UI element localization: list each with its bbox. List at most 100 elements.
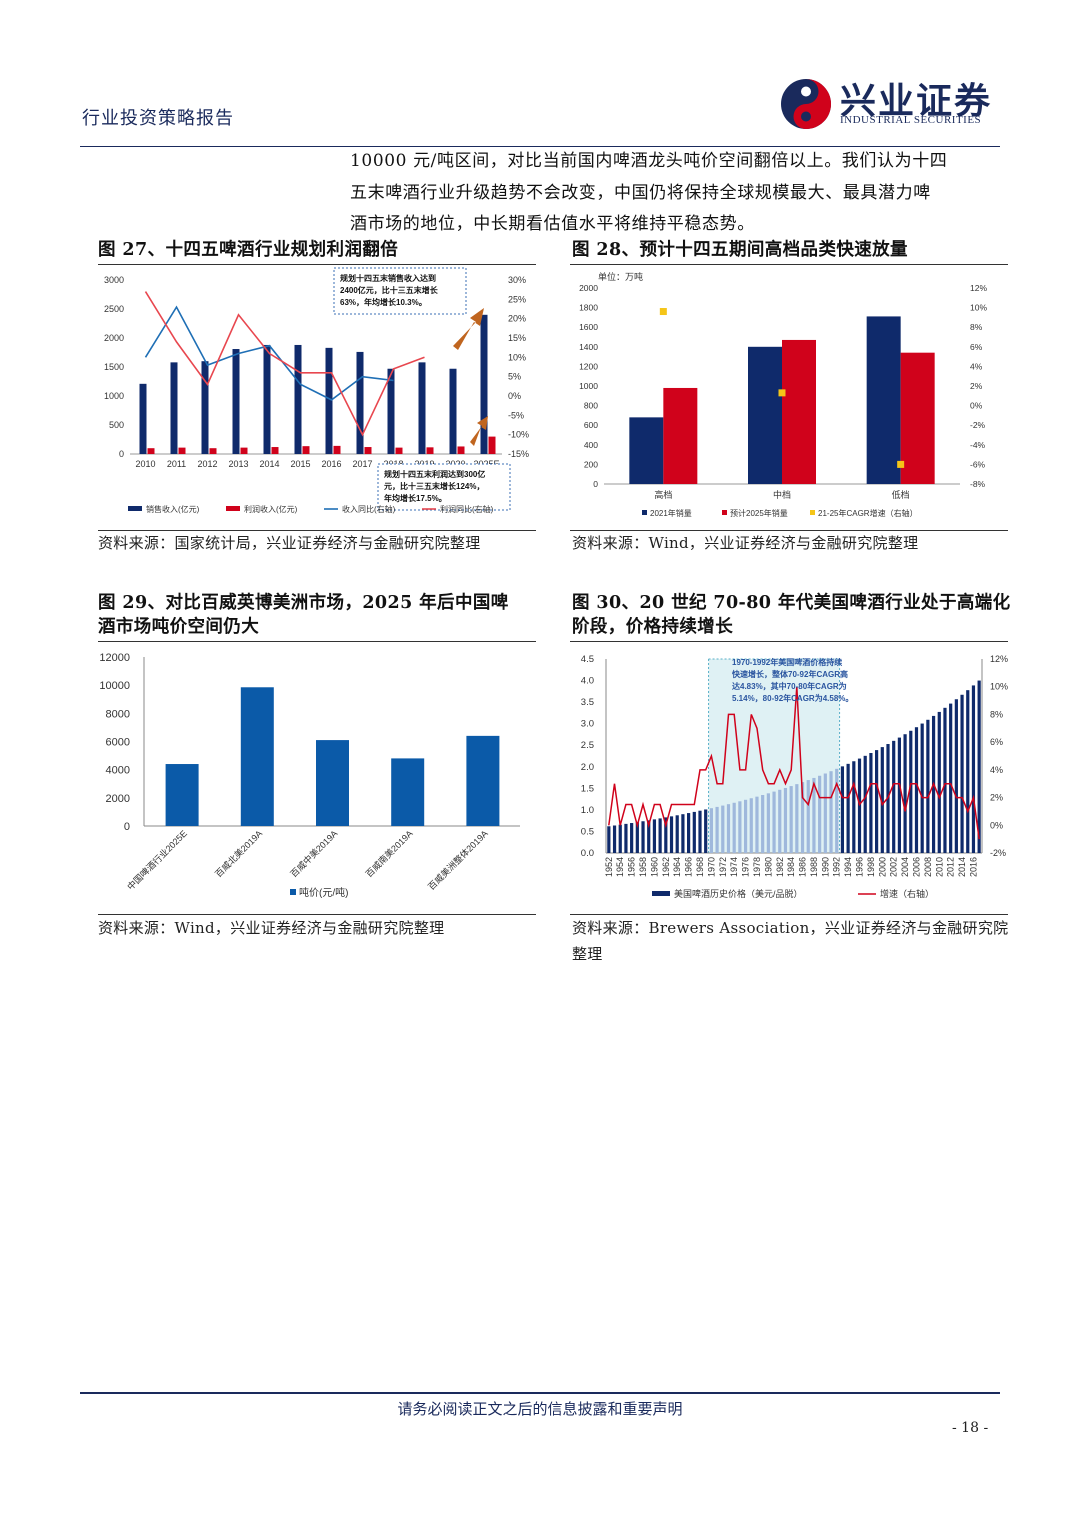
y-tick-label: 6000 — [106, 737, 130, 749]
x-tick-label: 2006 — [911, 857, 921, 877]
x-tick-label: 1982 — [775, 857, 785, 877]
logo-chinese-name: 兴业证券 — [840, 80, 993, 122]
sales-2025-bar — [663, 387, 698, 484]
price-bar — [738, 801, 742, 853]
x-tick-label: 2002 — [889, 857, 899, 877]
y-right-tick-label: 0% — [508, 391, 521, 401]
y-right-tick-label: -15% — [508, 449, 529, 459]
profit-bar — [302, 446, 310, 454]
y-left-tick-label: 0.5 — [581, 826, 594, 837]
fig28-chart: 单位：万吨 0 200 400 600 800 1000 1200 1400 1600 1800 20… — [579, 271, 987, 518]
x-tick-label: 1990 — [820, 857, 830, 877]
price-bar — [726, 804, 731, 853]
legend-swatch-price — [652, 891, 670, 896]
sales-bar — [418, 362, 426, 454]
legend-label: 吨价(元/吨) — [299, 886, 348, 899]
y-right-tick-label: 0% — [970, 401, 983, 411]
fig30-source-line1: 资料来源：Brewers Association，兴业证券经济与金融研究院 — [572, 919, 1009, 937]
price-bar — [835, 768, 839, 853]
price-bar — [783, 787, 788, 853]
annotation-text: 2400亿元，比十三五末增长 — [340, 285, 439, 295]
x-tick-label: 1960 — [649, 857, 659, 877]
price-bar — [766, 793, 770, 853]
price-bar — [829, 771, 833, 853]
profit-bar — [488, 436, 496, 454]
y-left-tick-label: 1000 — [104, 391, 124, 401]
y-right-tick-label: 20% — [508, 314, 526, 324]
price-bar — [240, 687, 274, 826]
x-tick-label: 1954 — [615, 857, 625, 877]
y-tick-label: 10000 — [99, 680, 130, 692]
y-right-tick-label: -4% — [970, 440, 986, 450]
price-bar — [761, 795, 765, 853]
price-bar — [880, 747, 884, 853]
price-bar — [624, 823, 628, 853]
price-bar — [692, 811, 696, 853]
fig28-source-rule — [570, 530, 1008, 531]
y-left-tick-label: 400 — [584, 440, 598, 450]
legend-label: 21-25年CAGR增速（右轴） — [818, 508, 918, 518]
y-right-tick-label: 12% — [990, 654, 1008, 664]
y-right-tick-label: 5% — [508, 372, 521, 382]
price-bar — [954, 699, 958, 853]
price-bar — [641, 821, 645, 853]
price-bar — [937, 711, 941, 853]
y-left-tick-label: 1600 — [579, 322, 598, 332]
fig30-title-line1: 图 30、20 世纪 70-80 年代美国啤酒行业处于高端化 — [572, 593, 1011, 613]
x-tick-label: 2014 — [957, 857, 967, 877]
sales-2021-bar — [866, 316, 901, 484]
profit-bar — [457, 446, 465, 454]
legend-label: 收入同比(右轴) — [342, 504, 396, 514]
price-bar — [687, 813, 691, 853]
y-left-tick-label: 0 — [593, 479, 598, 489]
price-bar — [789, 786, 793, 853]
y-left-tick-label: 2000 — [579, 283, 598, 293]
price-bar — [715, 806, 719, 853]
profit-bar — [333, 445, 341, 454]
cagr-point — [659, 308, 667, 316]
revenue-yoy-line — [144, 305, 394, 401]
annotation-box-bottom — [377, 463, 511, 511]
y-right-tick-label: 30% — [508, 275, 526, 285]
price-bar — [772, 791, 776, 853]
x-tick-label: 2017 — [352, 459, 372, 469]
fig29-source-rule — [98, 914, 536, 915]
y-right-tick-label: 2% — [970, 381, 983, 391]
profit-bar — [209, 448, 217, 454]
x-tick-label: 1976 — [741, 857, 751, 877]
price-bar — [840, 766, 845, 853]
sales-bar — [201, 361, 209, 454]
legend-label: 利润收入(亿元) — [244, 504, 298, 514]
fig30-chart: 0.0 0.5 1.0 1.5 2.0 2.5 3.0 3.5 4.0 4.5 -2% 0% 2% 4% 6… — [581, 654, 1008, 899]
legend-label: 利润同比(右轴) — [440, 504, 494, 514]
fig29-chart: 0 2000 4000 6000 8000 10000 12000 中国啤酒行业2025E 百威… — [99, 652, 520, 899]
price-bar — [966, 690, 970, 853]
y-right-tick-label: 6% — [970, 342, 983, 352]
legend-label: 销售收入(亿元) — [146, 504, 200, 514]
legend-swatch — [810, 510, 815, 515]
x-tick-label: 2011 — [167, 459, 186, 469]
price-bar — [920, 723, 924, 853]
y-left-tick-label: 2.0 — [581, 762, 594, 773]
price-bar — [755, 796, 759, 853]
y-left-tick-label: 500 — [109, 420, 124, 430]
price-bar — [795, 784, 799, 853]
x-tick-label: 1994 — [843, 857, 853, 877]
y-right-tick-label: -2% — [970, 420, 986, 430]
price-bar — [823, 773, 827, 853]
annotation-text: 元，比十三五末增长124%， — [384, 481, 484, 491]
y-left-tick-label: 0.0 — [581, 848, 594, 859]
x-tick-label: 1998 — [866, 857, 876, 877]
sales-2021-bar — [629, 417, 664, 484]
y-tick-label: 2000 — [106, 793, 130, 805]
price-bar — [658, 818, 662, 853]
fig27-source: 资料来源：国家统计局，兴业证券经济与金融研究院整理 — [98, 534, 481, 552]
x-tick-label: 1972 — [718, 857, 728, 877]
y-left-tick-label: 2500 — [104, 304, 124, 314]
price-bar — [869, 753, 873, 853]
y-right-tick-label: 8% — [990, 709, 1003, 719]
y-right-tick-label: 4% — [970, 361, 983, 371]
x-tick-label: 1964 — [672, 857, 682, 877]
y-left-tick-label: 4.5 — [581, 654, 594, 665]
x-tick-label: 1966 — [684, 857, 694, 877]
